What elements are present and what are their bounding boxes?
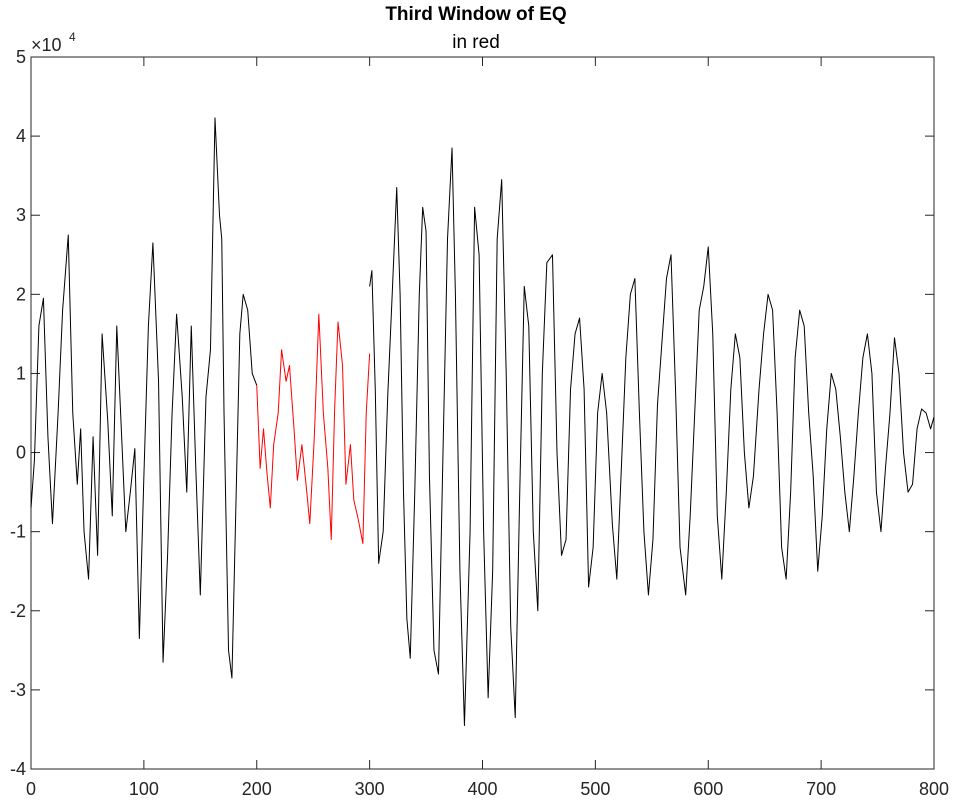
series-line-2 [256,313,371,545]
y-exponent-power: 4 [69,30,76,44]
y-exponent-base: ×10 [31,35,62,55]
x-tick-label: 600 [693,779,723,799]
y-tick-label: 5 [16,47,26,67]
series-group [30,117,935,726]
x-tick-label: 100 [129,779,159,799]
x-tick-label: 700 [806,779,836,799]
series-line-3 [369,147,935,726]
plot-box [30,56,935,770]
x-tick-label: 400 [467,779,497,799]
plot-frame [30,56,935,770]
x-tick-labels: 0 100 200 300 400 500 600 700 800 [26,779,949,799]
series-line-1 [30,117,258,679]
y-tick-label: 0 [16,443,26,463]
y-tick-label: 3 [16,205,26,225]
y-tick-label: 1 [16,363,26,383]
x-tick-label: 0 [26,779,36,799]
y-tick-label: 2 [16,284,26,304]
tick-marks [30,56,935,770]
y-tick-label: -3 [10,680,26,700]
chart-title: Third Window of EQ [385,4,566,25]
y-tick-label: -2 [10,601,26,621]
chart-subtitle: in red [452,32,500,53]
y-tick-label: 4 [16,126,26,146]
y-tick-label: -4 [10,759,26,779]
x-tick-label: 500 [580,779,610,799]
x-tick-label: 800 [919,779,949,799]
x-tick-label: 300 [355,779,385,799]
y-tick-labels: -4 -3 -2 -1 0 1 2 3 4 5 [10,47,26,779]
y-tick-label: -1 [10,522,26,542]
x-tick-label: 200 [242,779,272,799]
